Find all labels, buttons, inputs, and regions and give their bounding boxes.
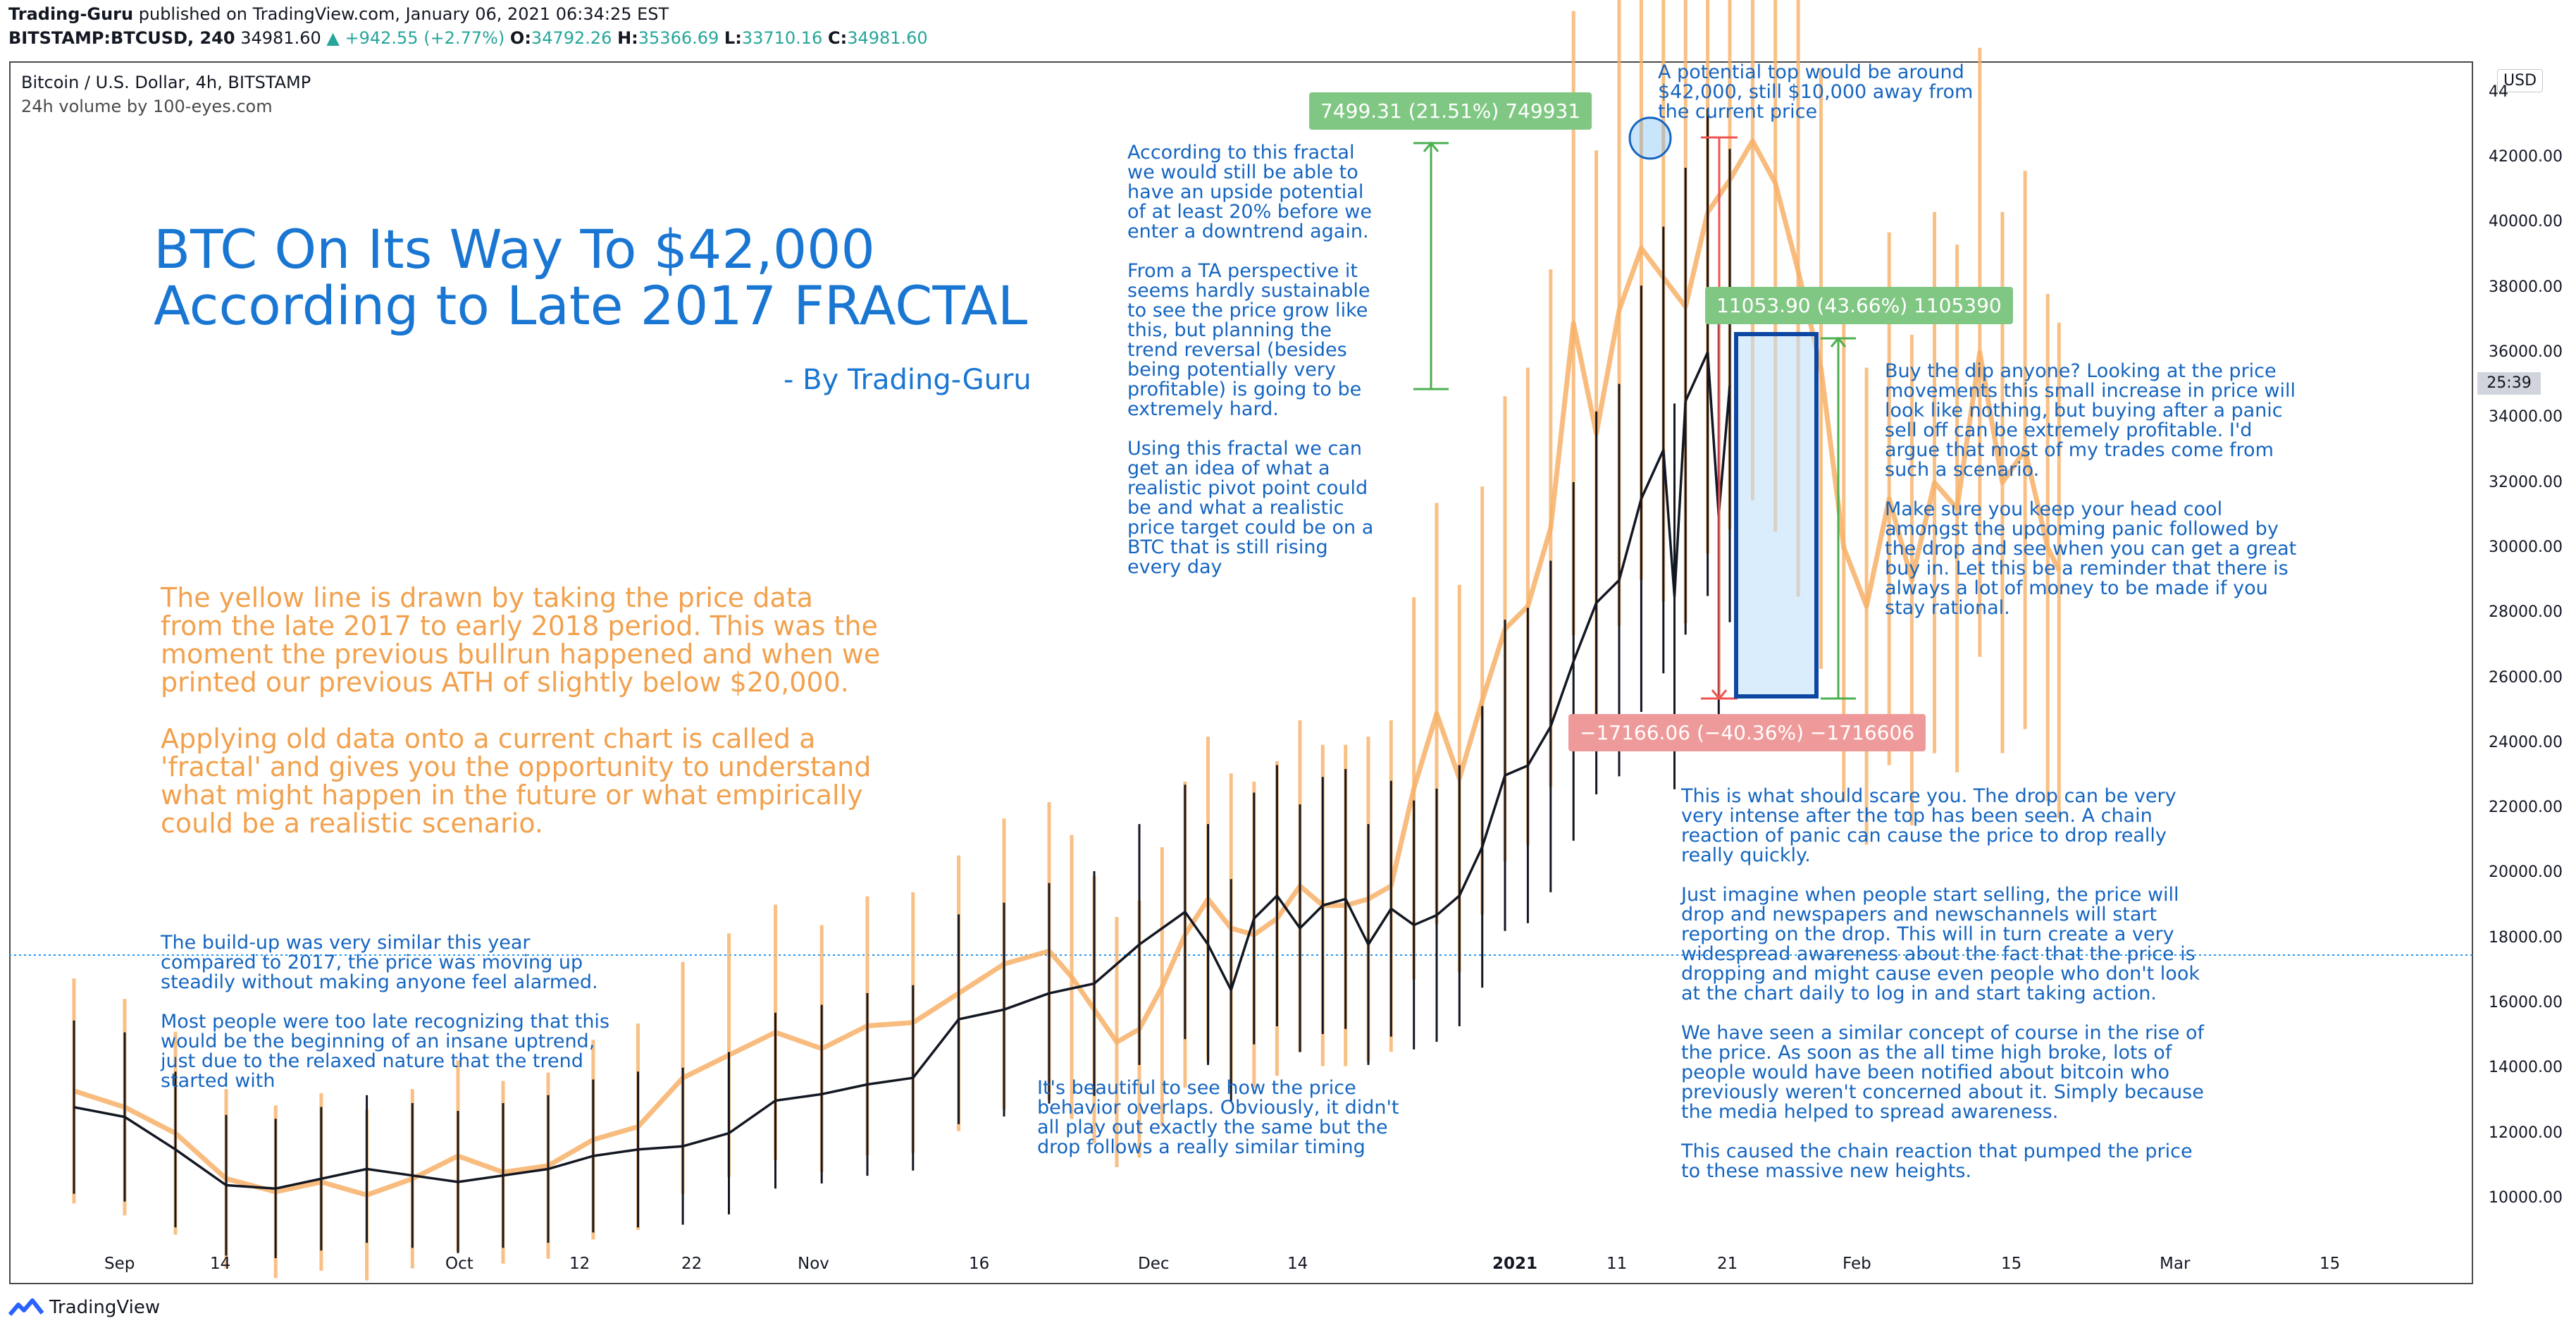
x-tick-label: 16 bbox=[969, 1255, 990, 1273]
measure-badge-drop[interactable]: −17166.06 (−40.36%) −1716606 bbox=[1568, 714, 1926, 751]
x-tick-label: Oct bbox=[445, 1255, 473, 1273]
high-value: 35366.69 bbox=[638, 28, 719, 48]
top-note[interactable]: A potential top would be around $42,000,… bbox=[1658, 61, 1974, 123]
symbol-id: BITSTAMP:BTCUSD, 240 bbox=[8, 28, 235, 48]
upside-note[interactable]: According to this fractal we would still… bbox=[1127, 142, 1374, 578]
x-tick-label: 12 bbox=[569, 1255, 590, 1273]
low-value: 33710.16 bbox=[741, 28, 823, 48]
x-tick-label: Feb bbox=[1843, 1255, 1871, 1273]
x-tick-label: Dec bbox=[1138, 1255, 1170, 1273]
last-price: 34981.60 bbox=[240, 28, 321, 48]
y-tick-label: 44 bbox=[2489, 82, 2508, 101]
main-title-line1[interactable]: BTC On Its Way To $42,000 bbox=[154, 218, 875, 281]
y-tick-label: 26000.00 bbox=[2489, 668, 2563, 687]
y-tick-label: 24000.00 bbox=[2489, 733, 2563, 751]
fractal-explanation-note[interactable]: The yellow line is drawn by taking the p… bbox=[161, 582, 881, 839]
currency-button[interactable]: USD bbox=[2497, 69, 2544, 92]
y-tick-label: 42000.00 bbox=[2489, 148, 2563, 166]
y-tick-label: 32000.00 bbox=[2489, 473, 2563, 491]
x-tick-label: Sep bbox=[104, 1255, 135, 1273]
y-tick-label: 28000.00 bbox=[2489, 603, 2563, 622]
tradingview-logo-icon[interactable] bbox=[8, 1298, 45, 1319]
y-tick-label: 20000.00 bbox=[2489, 863, 2563, 882]
x-tick-label: 15 bbox=[2320, 1255, 2341, 1273]
y-tick-label: 22000.00 bbox=[2489, 799, 2563, 817]
buildup-note[interactable]: The build-up was very similar this year … bbox=[161, 932, 610, 1092]
x-tick-label: 11 bbox=[1606, 1255, 1628, 1273]
x-tick-label: 14 bbox=[210, 1255, 231, 1273]
byline[interactable]: - By Trading-Guru bbox=[784, 364, 1032, 396]
ohlc-line: BITSTAMP:BTCUSD, 240 34981.60 ▲ +942.55 … bbox=[8, 28, 928, 48]
y-tick-label: 10000.00 bbox=[2489, 1189, 2563, 1207]
measure-badge-upside[interactable]: 7499.31 (21.51%) 749931 bbox=[1309, 92, 1592, 130]
open-value: 34792.26 bbox=[531, 28, 612, 48]
x-tick-label: 14 bbox=[1287, 1255, 1308, 1273]
countdown-badge: 25:39 bbox=[2477, 372, 2541, 395]
x-tick-label: 21 bbox=[1717, 1255, 1738, 1273]
volume-indicator[interactable]: 24h volume by 100-eyes.com bbox=[21, 97, 273, 116]
x-tick-label: Mar bbox=[2160, 1255, 2191, 1273]
symbol-description[interactable]: Bitcoin / U.S. Dollar, 4h, BITSTAMP bbox=[21, 73, 311, 92]
y-tick-label: 30000.00 bbox=[2489, 538, 2563, 556]
x-tick-label: 2021 bbox=[1492, 1255, 1538, 1273]
low-label: L: bbox=[724, 28, 742, 48]
y-tick-label: 36000.00 bbox=[2489, 343, 2563, 361]
dip-note[interactable]: Buy the dip anyone? Looking at the price… bbox=[1885, 360, 2297, 619]
measure-badge-rebound[interactable]: 11053.90 (43.66%) 1105390 bbox=[1705, 287, 2013, 324]
x-tick-label: 22 bbox=[681, 1255, 702, 1273]
scare-note[interactable]: This is what should scare you. The drop … bbox=[1681, 785, 2205, 1182]
publish-info: published on TradingView.com, January 06… bbox=[138, 4, 669, 24]
up-arrow-icon: ▲ bbox=[326, 28, 340, 48]
publish-line: Trading-Guru published on TradingView.co… bbox=[8, 4, 669, 24]
y-tick-label: 38000.00 bbox=[2489, 278, 2563, 296]
y-tick-label: 12000.00 bbox=[2489, 1124, 2563, 1142]
footer-brand[interactable]: TradingView bbox=[49, 1297, 161, 1318]
overlap-note[interactable]: It's beautiful to see how the price beha… bbox=[1037, 1077, 1399, 1158]
y-tick-label: 16000.00 bbox=[2489, 994, 2563, 1012]
author[interactable]: Trading-Guru bbox=[8, 4, 134, 24]
close-label: C: bbox=[827, 28, 848, 48]
main-title-line2[interactable]: According to Late 2017 FRACTAL bbox=[154, 274, 1028, 337]
y-tick-label: 34000.00 bbox=[2489, 408, 2563, 426]
y-tick-label: 14000.00 bbox=[2489, 1059, 2563, 1077]
price-change: +942.55 (+2.77%) bbox=[345, 28, 505, 48]
x-tick-label: Nov bbox=[798, 1255, 829, 1273]
y-tick-label: 40000.00 bbox=[2489, 213, 2563, 231]
x-tick-label: 15 bbox=[2001, 1255, 2022, 1273]
high-label: H: bbox=[617, 28, 638, 48]
open-label: O: bbox=[509, 28, 531, 48]
y-tick-label: 18000.00 bbox=[2489, 928, 2563, 947]
close-value: 34981.60 bbox=[847, 28, 928, 48]
